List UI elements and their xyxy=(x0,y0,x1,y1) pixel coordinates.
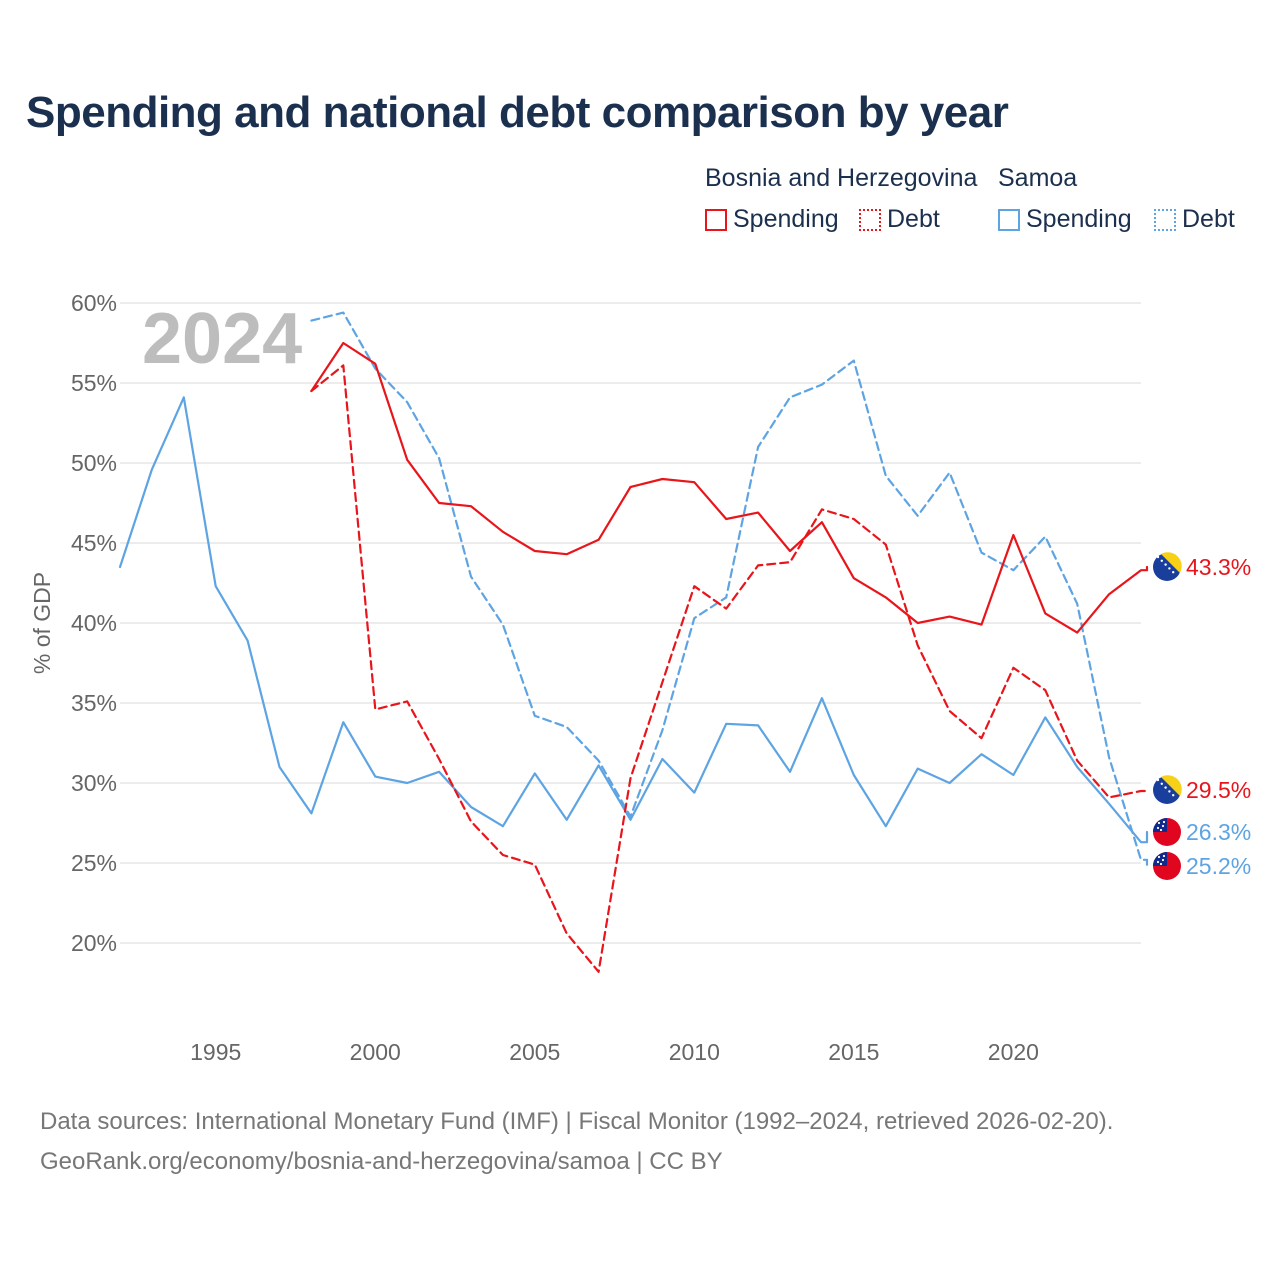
legend-label: Debt xyxy=(1182,205,1235,233)
flag-star xyxy=(1157,821,1161,825)
flag-star xyxy=(1160,782,1163,785)
samoa-flag-icon xyxy=(1153,852,1181,880)
flag-triangle xyxy=(1161,552,1182,573)
flag-star xyxy=(1162,820,1166,824)
series-line-bosnia-and-herzegovina-debt xyxy=(310,364,1149,973)
flag-star xyxy=(1164,786,1167,789)
flag-star xyxy=(1159,862,1163,866)
flag-star xyxy=(1172,794,1175,797)
year-watermark: 2024 xyxy=(142,299,302,379)
footer-source: Data sources: International Monetary Fun… xyxy=(40,1108,1114,1135)
bosnia-flag-icon xyxy=(1153,552,1182,581)
legend-samoa-debt[interactable]: Debt xyxy=(1154,205,1235,234)
flag-triangle xyxy=(1161,775,1182,796)
y-tick-label: 45% xyxy=(71,530,117,556)
legend-bosnia-debt[interactable]: Debt xyxy=(859,205,940,234)
flag-star xyxy=(1161,824,1165,828)
legend-swatch-solid-red xyxy=(705,208,727,231)
flag-star xyxy=(1156,555,1160,559)
flag-star xyxy=(1156,860,1160,864)
y-tick-label: 20% xyxy=(71,930,117,956)
end-value-label: 43.3% xyxy=(1186,554,1251,580)
y-tick-label: 25% xyxy=(71,850,117,876)
y-axis-label: % of GDP xyxy=(29,572,55,674)
series-line-bosnia-and-herzegovina-spending xyxy=(310,341,1149,634)
series-line-samoa-spending xyxy=(118,396,1149,844)
legend-label: Spending xyxy=(733,205,839,233)
flag-star xyxy=(1161,858,1165,862)
series-line-samoa-debt xyxy=(310,311,1149,868)
flag-star xyxy=(1168,567,1171,570)
x-tick-label: 2000 xyxy=(350,1039,401,1065)
legend-bosnia-spending[interactable]: Spending xyxy=(705,205,839,234)
flag-star xyxy=(1172,571,1175,574)
chart-plot-area: 2024 20% 25% 30% 35% 40% 45% 50% 55% 60% 1995 2000… xyxy=(29,290,1251,1065)
end-value-label: 29.5% xyxy=(1186,777,1251,803)
flag-star xyxy=(1159,828,1163,832)
legend-label: Debt xyxy=(887,205,940,233)
legend-label: Spending xyxy=(1026,205,1132,233)
flag-star xyxy=(1156,778,1160,782)
x-tick-label: 1995 xyxy=(190,1039,241,1065)
legend-swatch-solid-blue xyxy=(998,208,1020,231)
y-tick-label: 40% xyxy=(71,610,117,636)
end-value-label: 25.2% xyxy=(1186,853,1251,879)
y-tick-label: 30% xyxy=(71,770,117,796)
flag-star xyxy=(1168,790,1171,793)
chart-title: Spending and national debt comparison by… xyxy=(26,88,1009,137)
y-tick-label: 50% xyxy=(71,450,117,476)
x-tick-label: 2020 xyxy=(988,1039,1039,1065)
legend-group-samoa: Samoa xyxy=(998,164,1078,192)
flag-star xyxy=(1160,559,1163,562)
bosnia-flag-icon xyxy=(1153,775,1182,804)
end-value-label: 26.3% xyxy=(1186,819,1251,845)
samoa-flag-icon xyxy=(1153,818,1181,846)
flag-star xyxy=(1164,563,1167,566)
footer-link[interactable]: GeoRank.org/economy/bosnia-and-herzegovi… xyxy=(40,1148,723,1175)
y-tick-label: 55% xyxy=(71,370,117,396)
x-tick-label: 2010 xyxy=(669,1039,720,1065)
x-tick-label: 2015 xyxy=(828,1039,879,1065)
legend-swatch-dotted-red xyxy=(859,208,881,231)
y-tick-label: 35% xyxy=(71,690,117,716)
legend-samoa-spending[interactable]: Spending xyxy=(998,205,1132,234)
flag-star xyxy=(1156,826,1160,830)
x-tick-label: 2005 xyxy=(509,1039,560,1065)
y-tick-label: 60% xyxy=(71,290,117,316)
legend-swatch-dotted-blue xyxy=(1154,208,1176,231)
flag-star xyxy=(1162,854,1166,858)
flag-star xyxy=(1157,855,1161,859)
legend-group-bosnia: Bosnia and Herzegovina xyxy=(705,164,978,192)
